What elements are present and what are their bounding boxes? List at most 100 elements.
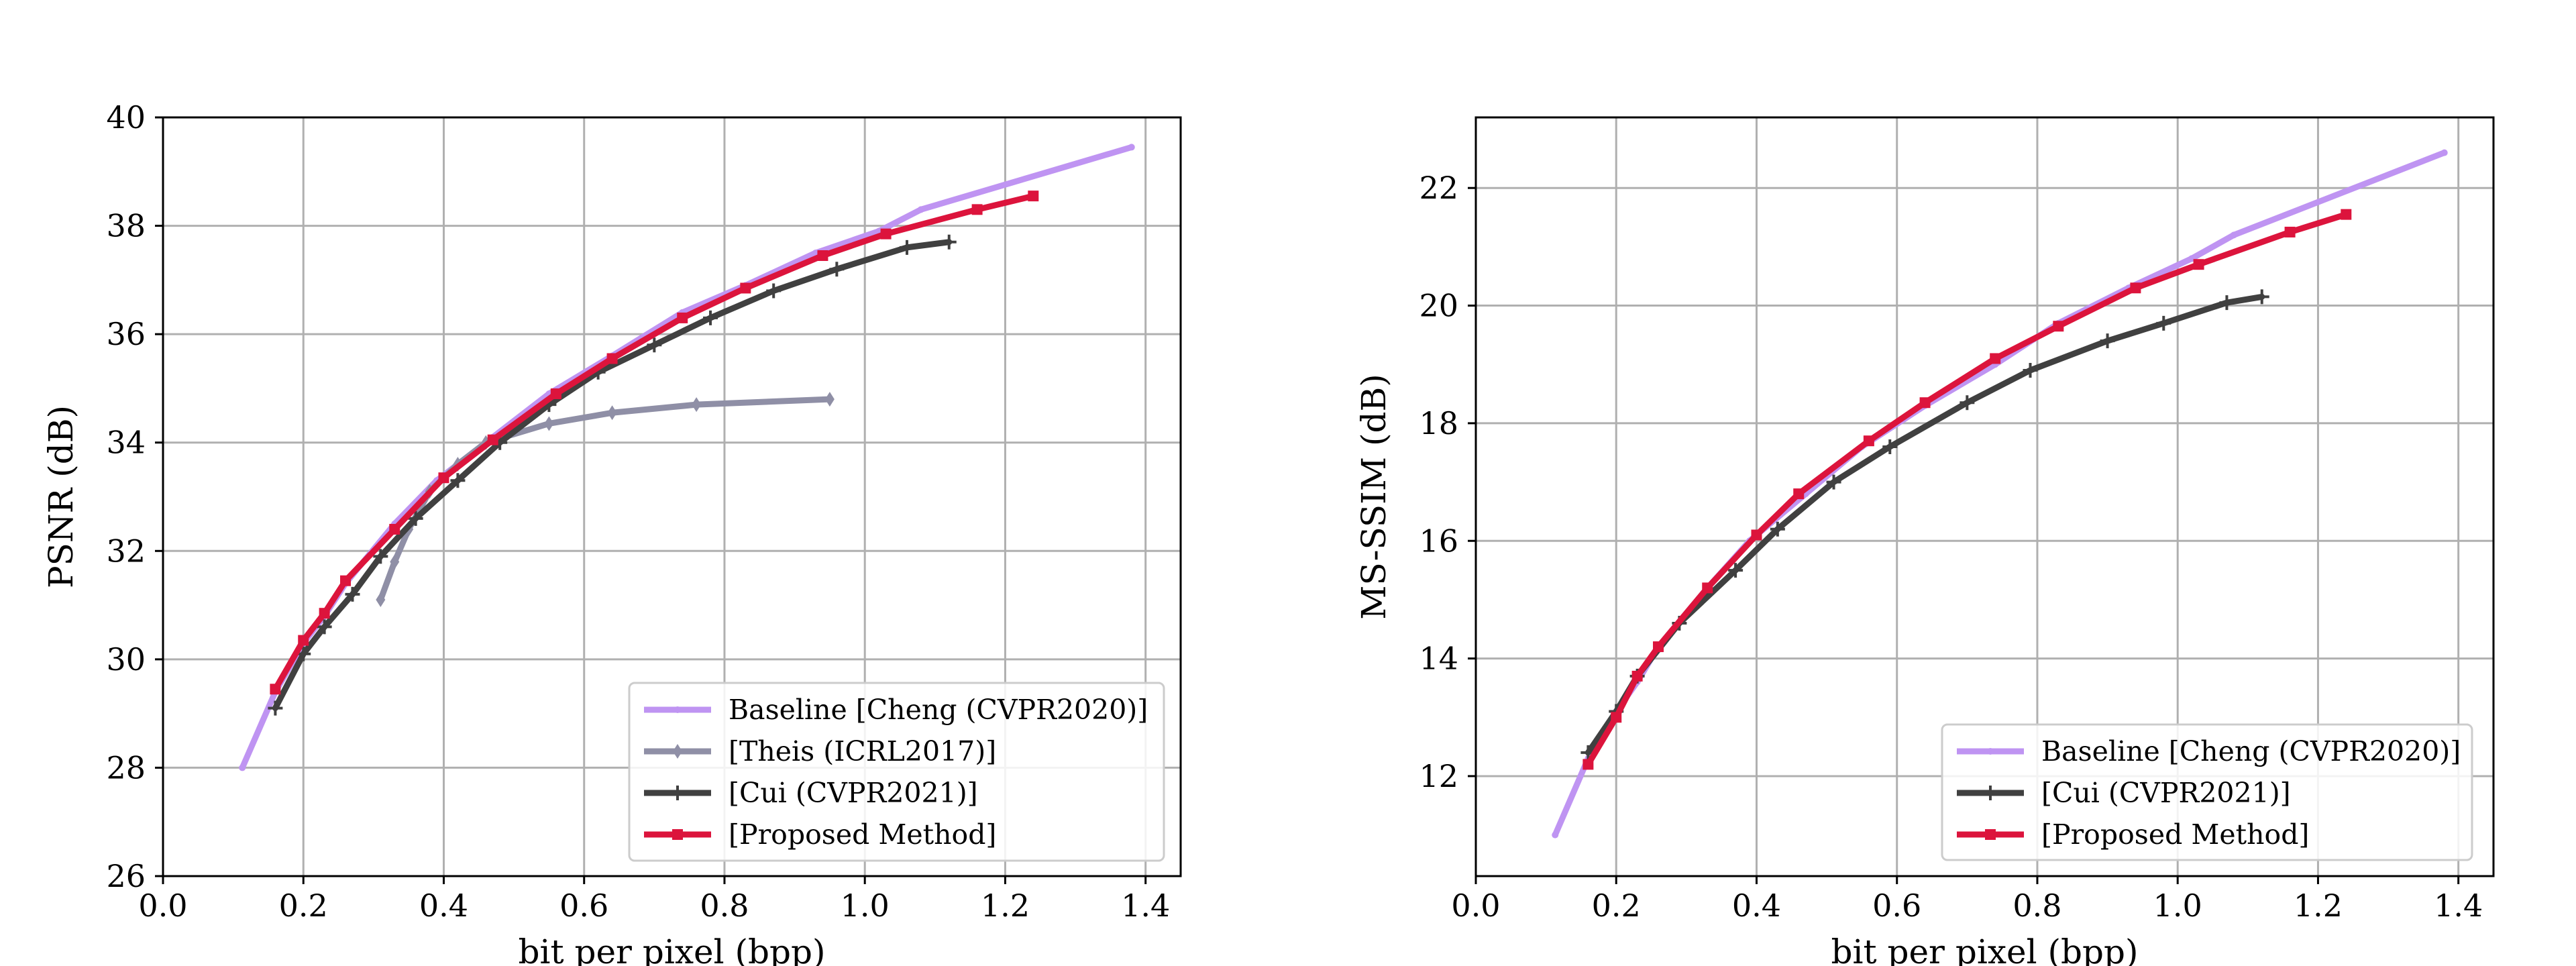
data-point [1751, 529, 1762, 541]
data-point [899, 239, 914, 255]
data-point [766, 283, 782, 299]
data-point [373, 549, 388, 564]
data-point [606, 353, 618, 364]
legend-entry-label: [Proposed Method] [2041, 818, 2309, 851]
data-point [345, 586, 360, 602]
data-point [268, 700, 283, 716]
y-tick-label: 36 [106, 316, 146, 352]
series-line [239, 144, 1135, 771]
legend-swatch-marker [673, 744, 682, 759]
legend-swatch-marker [674, 706, 681, 713]
data-point [239, 764, 246, 771]
x-tick-label: 1.2 [981, 888, 1030, 924]
data-point [917, 206, 924, 213]
legend-swatch-marker [670, 786, 685, 800]
data-point [1863, 435, 1874, 447]
data-point [2023, 363, 2038, 378]
data-point [703, 310, 718, 325]
x-tick-label: 0.4 [419, 888, 468, 924]
data-point [607, 405, 617, 421]
legend-entry-label: [Cui (CVPR2021)] [729, 777, 978, 809]
y-tick-label: 12 [1419, 758, 1458, 794]
data-point [647, 337, 662, 353]
data-point [1793, 488, 1805, 500]
data-point [450, 473, 466, 488]
plot-frame [1474, 116, 2495, 877]
ms-ssim-chart: 0.0 0.2 0.4 0.6 0.8 1.0 1.2 1.4 12 14 16 18 20 22 bit … [1354, 116, 2495, 966]
data-point [2284, 226, 2296, 237]
data-point [544, 416, 554, 431]
x-tick-label: 1.4 [1121, 888, 1170, 924]
x-tick-label: 1.4 [2434, 888, 2483, 924]
data-point [376, 592, 386, 607]
data-point [317, 619, 332, 635]
legend-swatch-marker [1987, 748, 1994, 755]
y-tick-label: 34 [106, 425, 146, 461]
data-point [389, 523, 400, 535]
data-point [550, 388, 561, 400]
data-point [438, 472, 449, 484]
data-point [1702, 582, 1713, 594]
legend-swatch-marker [1983, 786, 1998, 800]
data-point [487, 434, 498, 445]
legend-swatch-marker [672, 829, 683, 840]
data-point [824, 392, 835, 407]
x-tick-label: 0.6 [559, 888, 608, 924]
x-tick-label: 1.0 [841, 888, 890, 924]
legend-entry-label: Baseline [Cheng (CVPR2020)] [729, 694, 1148, 726]
data-point [390, 554, 400, 570]
data-point [2100, 333, 2115, 349]
x-tick-label: 1.2 [2294, 888, 2343, 924]
data-point [1960, 395, 1975, 411]
data-point [817, 250, 828, 262]
x-tick-label: 0.2 [1592, 888, 1641, 924]
data-point [2254, 289, 2269, 305]
y-tick-label: 18 [1419, 405, 1458, 441]
series--cui-cvpr2021- [1580, 289, 2269, 760]
data-point [2156, 315, 2171, 331]
x-tick-label: 0.2 [279, 888, 328, 924]
y-tick-label: 22 [1419, 170, 1458, 206]
series-line [1585, 293, 2265, 756]
x-axis-label: bit per pixel (bpp) [518, 932, 825, 966]
data-point [408, 511, 423, 526]
data-point [1582, 759, 1594, 770]
data-point [1770, 521, 1785, 537]
data-point [340, 575, 352, 586]
data-point [2053, 321, 2064, 332]
data-point [1919, 397, 1931, 409]
data-point [1631, 670, 1643, 682]
data-point [692, 397, 702, 413]
data-point [1826, 474, 1841, 490]
psnr-chart: 0.0 0.2 0.4 0.6 0.8 1.0 1.2 1.4 26 28 30 32 34 36 38 40… [42, 99, 1182, 966]
legend-box [1941, 723, 2473, 861]
data-point [971, 204, 983, 215]
series--cui-cvpr2021- [268, 234, 957, 716]
series-line [272, 239, 953, 712]
legend-entry-label: [Proposed Method] [729, 818, 996, 851]
legend-entry-label: [Cui (CVPR2021)] [2041, 777, 2291, 809]
data-point [2341, 209, 2352, 220]
series-line [377, 396, 833, 603]
data-point [2193, 259, 2204, 270]
y-tick-label: 20 [1419, 288, 1458, 324]
y-tick-label: 14 [1419, 641, 1458, 677]
data-point [1552, 831, 1559, 839]
data-point [1128, 144, 1135, 151]
y-tick-label: 38 [106, 208, 146, 244]
data-point [941, 234, 957, 250]
series-line [1585, 211, 2349, 767]
plot-frame [162, 116, 1182, 877]
y-tick-label: 40 [106, 99, 146, 136]
legend: Baseline [Cheng (CVPR2020)] [Cui (CVPR202… [1941, 723, 2473, 861]
data-point [319, 608, 330, 619]
y-tick-label: 28 [106, 749, 146, 786]
legend-box [628, 682, 1165, 862]
data-point [880, 228, 892, 239]
y-tick-label: 30 [106, 641, 146, 678]
data-point [740, 282, 751, 294]
data-point [1653, 641, 1664, 653]
series--proposed-method- [270, 191, 1039, 695]
x-tick-label: 0.8 [700, 888, 749, 924]
